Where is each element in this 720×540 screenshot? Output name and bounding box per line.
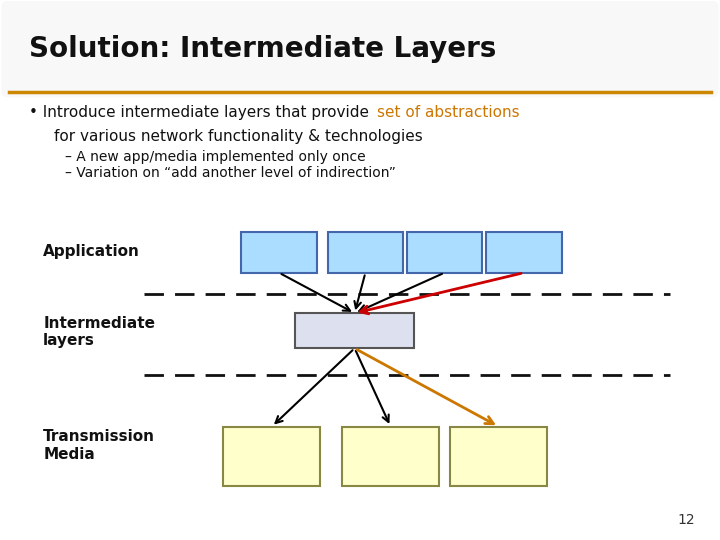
Text: Fiber
optic: Fiber optic xyxy=(370,441,411,471)
Text: NFS: NFS xyxy=(429,246,460,259)
Text: Application: Application xyxy=(43,244,140,259)
FancyBboxPatch shape xyxy=(295,313,414,348)
FancyBboxPatch shape xyxy=(241,232,317,273)
FancyBboxPatch shape xyxy=(450,427,547,486)
Text: HTTP: HTTP xyxy=(503,246,544,259)
Text: Skype: Skype xyxy=(256,246,302,259)
FancyBboxPatch shape xyxy=(223,427,320,486)
FancyBboxPatch shape xyxy=(342,427,439,486)
Text: – A new app/media implemented only once: – A new app/media implemented only once xyxy=(65,150,366,164)
FancyBboxPatch shape xyxy=(407,232,482,273)
Text: for various network functionality & technologies: for various network functionality & tech… xyxy=(54,129,423,144)
Text: Intermediate
layers: Intermediate layers xyxy=(43,316,156,348)
Text: Packet
radio: Packet radio xyxy=(472,441,525,471)
FancyBboxPatch shape xyxy=(328,232,403,273)
Text: Transmission
Media: Transmission Media xyxy=(43,429,156,462)
Text: 12: 12 xyxy=(678,512,695,526)
Text: • Introduce intermediate layers that provide: • Introduce intermediate layers that pro… xyxy=(29,105,374,120)
Text: SSH: SSH xyxy=(350,246,381,259)
FancyBboxPatch shape xyxy=(486,232,562,273)
Text: – Variation on “add another level of indirection”: – Variation on “add another level of ind… xyxy=(65,166,396,180)
Text: Coaxial
cable: Coaxial cable xyxy=(243,441,300,471)
FancyBboxPatch shape xyxy=(1,1,719,97)
Text: set of abstractions: set of abstractions xyxy=(377,105,519,120)
Text: Solution: Intermediate Layers: Solution: Intermediate Layers xyxy=(29,35,496,63)
